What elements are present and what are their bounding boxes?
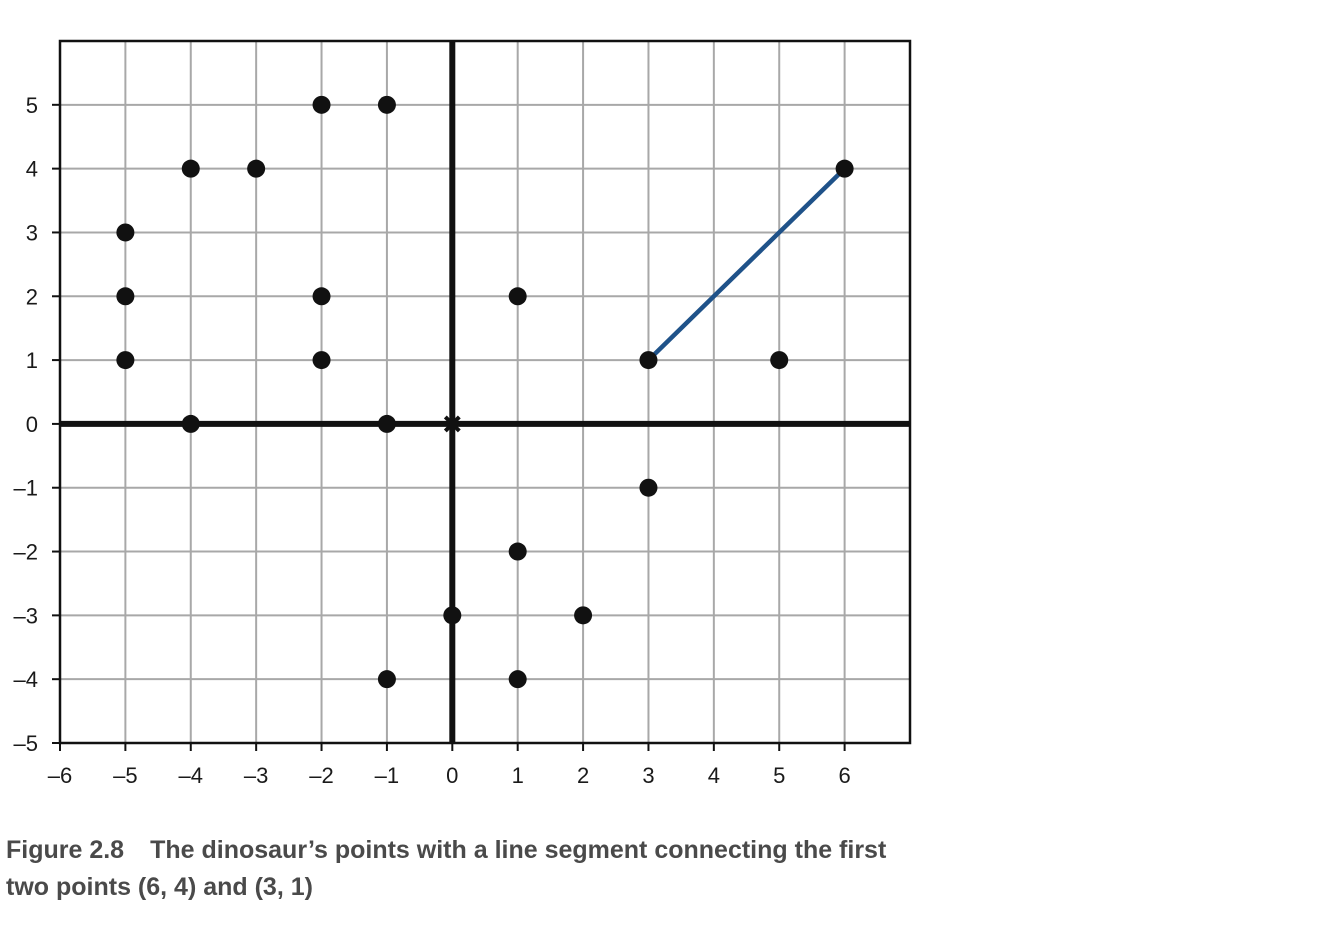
segments bbox=[646, 166, 847, 363]
data-point bbox=[116, 223, 135, 242]
data-point bbox=[116, 351, 135, 370]
figure-caption: Figure 2.8 The dinosaur’s points with a l… bbox=[6, 832, 906, 906]
x-tick-label: –4 bbox=[179, 763, 203, 788]
dinosaur-points-chart: –6 –5 –4 –3 –2 –1 0 1 2 3 4 5 6 –5 –4 –3 –2 –1 0 1 2 3 4 5 bbox=[14, 39, 912, 788]
x-tick-label: 6 bbox=[838, 763, 850, 788]
x-tick-label: –5 bbox=[113, 763, 137, 788]
x-tick-label: 2 bbox=[577, 763, 589, 788]
data-point bbox=[639, 351, 658, 370]
data-point bbox=[247, 159, 266, 178]
data-point bbox=[312, 95, 331, 114]
y-tick-label: –1 bbox=[14, 476, 38, 501]
data-point bbox=[116, 287, 135, 306]
data-point bbox=[377, 670, 396, 689]
data-point bbox=[443, 606, 462, 625]
y-tick-label: 5 bbox=[26, 93, 38, 118]
grid bbox=[60, 41, 910, 743]
plot-frame bbox=[58, 39, 912, 745]
y-tick-label: 3 bbox=[26, 220, 38, 245]
data-point bbox=[377, 414, 396, 433]
origin-marker bbox=[443, 415, 461, 433]
y-tick-labels: –5 –4 –3 –2 –1 0 1 2 3 4 5 bbox=[14, 93, 60, 756]
figure-number: Figure 2.8 bbox=[6, 836, 125, 864]
data-point bbox=[181, 159, 200, 178]
y-tick-label: 1 bbox=[26, 348, 38, 373]
x-tick-label: 3 bbox=[642, 763, 654, 788]
data-point bbox=[181, 414, 200, 433]
x-tick-label: –1 bbox=[375, 763, 399, 788]
data-point bbox=[508, 670, 527, 689]
y-tick-label: –4 bbox=[14, 667, 38, 692]
points bbox=[116, 95, 854, 689]
data-point bbox=[835, 159, 854, 178]
y-tick-label: –3 bbox=[14, 603, 38, 628]
y-tick-label: –2 bbox=[14, 540, 38, 565]
x-tick-label: 4 bbox=[708, 763, 720, 788]
x-tick-labels: –6 –5 –4 –3 –2 –1 0 1 2 3 4 5 6 bbox=[48, 743, 851, 788]
data-point bbox=[770, 351, 789, 370]
x-tick-label: 0 bbox=[446, 763, 458, 788]
data-point bbox=[639, 478, 658, 497]
y-tick-label: 2 bbox=[26, 284, 38, 309]
x-tick-label: 1 bbox=[512, 763, 524, 788]
y-tick-label: –5 bbox=[14, 731, 38, 756]
x-tick-label: –2 bbox=[309, 763, 333, 788]
y-tick-label: 4 bbox=[26, 157, 38, 182]
data-point bbox=[508, 542, 527, 561]
data-point bbox=[574, 606, 593, 625]
data-point bbox=[377, 95, 396, 114]
data-point bbox=[508, 287, 527, 306]
y-tick-label: 0 bbox=[26, 412, 38, 437]
axes bbox=[60, 41, 910, 743]
data-point bbox=[312, 287, 331, 306]
x-tick-label: –3 bbox=[244, 763, 268, 788]
x-tick-label: –6 bbox=[48, 763, 72, 788]
x-tick-label: 5 bbox=[773, 763, 785, 788]
data-point bbox=[312, 351, 331, 370]
line-segment bbox=[646, 166, 847, 363]
caption-text: The dinosaur’s points with a line segmen… bbox=[6, 836, 887, 901]
